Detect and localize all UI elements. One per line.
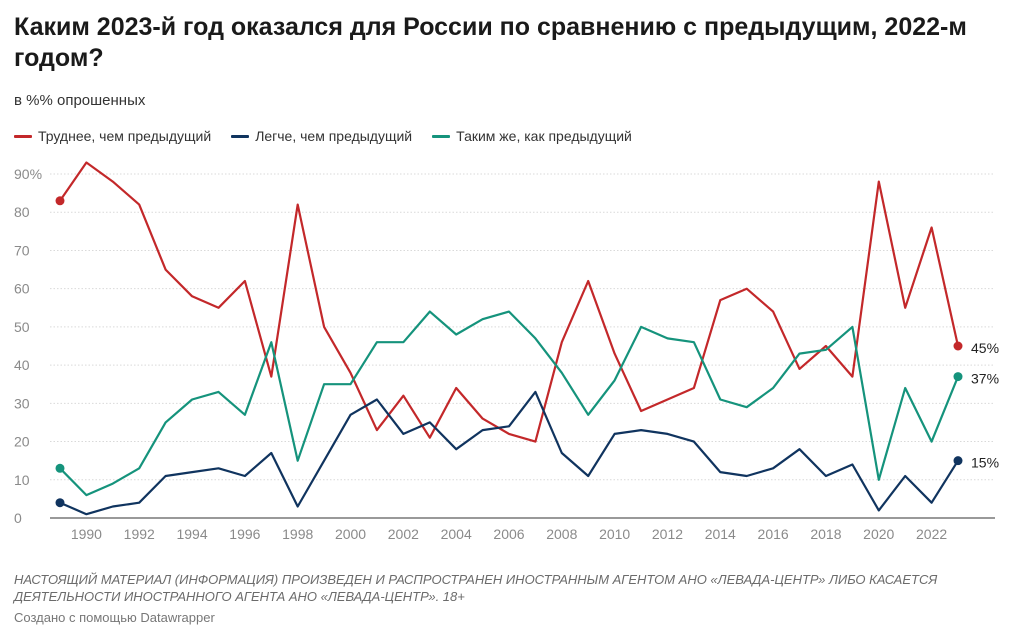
series-start-point [55, 196, 65, 206]
y-tick-label: 50 [14, 319, 30, 335]
series-end-label: 45% [971, 340, 999, 356]
series-end-point [953, 456, 963, 466]
x-tick-label: 2000 [335, 526, 366, 542]
x-tick-label: 2008 [546, 526, 577, 542]
x-tick-label: 2010 [599, 526, 630, 542]
series-end-label: 15% [971, 455, 999, 471]
legend-item-harder: Труднее, чем предыдущий [14, 128, 211, 144]
y-tick-label: 60 [14, 281, 30, 297]
y-tick-label: 70 [14, 242, 30, 258]
x-tick-label: 1992 [124, 526, 155, 542]
series-end-point [953, 341, 963, 351]
x-tick-label: 2002 [388, 526, 419, 542]
datawrapper-credit: Создано с помощью Datawrapper [14, 610, 215, 625]
y-tick-label: 90% [14, 166, 42, 182]
x-tick-label: 1994 [176, 526, 207, 542]
x-tick-label: 2012 [652, 526, 683, 542]
series-end-label: 37% [971, 371, 999, 387]
y-tick-label: 10 [14, 472, 30, 488]
y-tick-label: 40 [14, 357, 30, 373]
chart-title: Каким 2023-й год оказался для России по … [14, 13, 967, 72]
chart-subtitle: в %% опрошенных [14, 92, 146, 109]
chart-legend: Труднее, чем предыдущий Легче, чем преды… [14, 128, 632, 144]
legend-item-easier: Легче, чем предыдущий [231, 128, 412, 144]
series-line [58, 310, 960, 497]
legend-label-same: Таким же, как предыдущий [456, 128, 632, 144]
x-tick-label: 2020 [863, 526, 894, 542]
x-tick-label: 2018 [810, 526, 841, 542]
legend-swatch-easier [231, 134, 250, 138]
legend-label-harder: Труднее, чем предыдущий [38, 128, 212, 144]
legend-swatch-harder [14, 134, 32, 138]
x-tick-label: 2016 [758, 526, 789, 542]
legend-swatch-same [432, 134, 451, 138]
x-tick-label: 1990 [71, 526, 102, 542]
series-start-point [55, 463, 65, 473]
legend-item-same: Таким же, как предыдущий [432, 128, 632, 144]
y-tick-label: 0 [14, 510, 22, 526]
x-tick-label: 2014 [705, 526, 736, 542]
x-tick-label: 2004 [441, 526, 472, 542]
y-tick-label: 20 [14, 434, 30, 450]
x-tick-label: 2022 [916, 526, 947, 542]
legend-label-easier: Легче, чем предыдущий [255, 128, 413, 144]
series-line [58, 390, 960, 516]
x-tick-label: 1996 [229, 526, 260, 542]
foreign-agent-notice: НАСТОЯЩИЙ МАТЕРИАЛ (ИНФОРМАЦИЯ) ПРОИЗВЕД… [14, 572, 938, 604]
series-start-point [55, 498, 65, 508]
line-chart: 0 10 20 30 40 50 60 70 80 90% 1990 1992 1994 1996 1998… [14, 161, 999, 542]
x-tick-label: 2006 [493, 526, 524, 542]
y-tick-label: 30 [14, 395, 30, 411]
series-line [58, 161, 960, 443]
x-tick-label: 1998 [282, 526, 313, 542]
y-tick-label: 80 [14, 204, 30, 220]
series-end-point [953, 372, 963, 382]
